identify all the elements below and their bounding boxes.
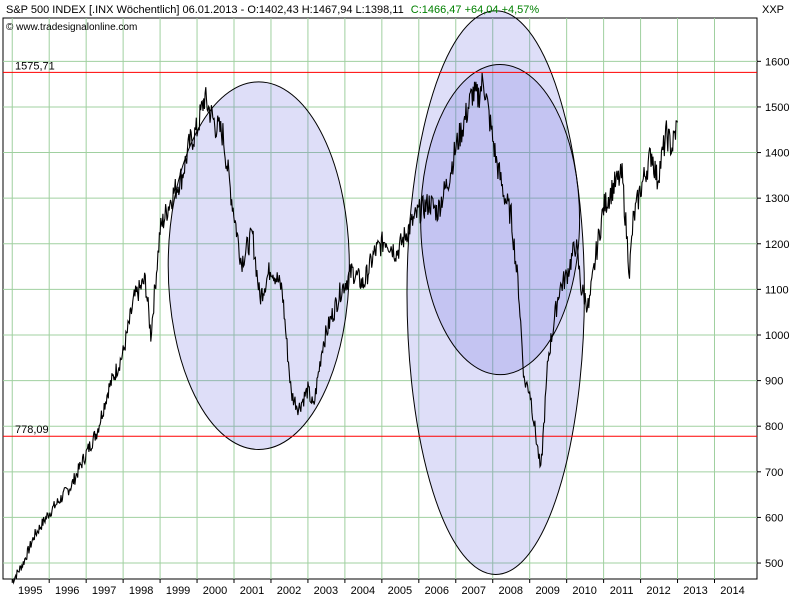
y-tick-label: 1500 <box>765 102 789 114</box>
symbol-label: XXP <box>762 4 784 16</box>
x-tick-label: 2006 <box>425 585 449 597</box>
highlight-ellipse-2 <box>406 10 585 575</box>
x-tick-label: 2003 <box>314 585 338 597</box>
x-tick-label: 2013 <box>683 585 707 597</box>
x-tick-label: 1998 <box>129 585 153 597</box>
x-tick-label: 1996 <box>55 585 79 597</box>
x-tick-label: 2009 <box>535 585 559 597</box>
x-tick-label: 2008 <box>498 585 522 597</box>
chart-header: S&P 500 INDEX [.INX Wöchentlich] 06.01.2… <box>6 4 539 16</box>
level-label-2: 778,09 <box>15 424 49 436</box>
x-tick-label: 2014 <box>720 585 744 597</box>
x-tick-label: 2004 <box>351 585 375 597</box>
y-tick-label: 600 <box>765 512 783 524</box>
y-tick-label: 500 <box>765 558 783 570</box>
source-label: © www.tradesignalonline.com <box>6 22 137 33</box>
highlight-ellipse-3 <box>420 64 581 376</box>
x-tick-label: 1997 <box>92 585 116 597</box>
y-tick-label: 1100 <box>765 284 789 296</box>
price-line-series <box>11 72 678 585</box>
x-tick-label: 2010 <box>572 585 596 597</box>
price-layer <box>11 72 678 585</box>
plot-area <box>2 17 758 580</box>
x-tick-label: 2007 <box>462 585 486 597</box>
x-tick-label: 2011 <box>610 585 634 597</box>
header-prefix: S&P 500 INDEX [.INX Wöchentlich] 06.01.2… <box>6 4 404 16</box>
grid-layer <box>3 18 757 579</box>
x-tick-label: 2005 <box>388 585 412 597</box>
x-tick-label: 2000 <box>203 585 227 597</box>
header-close-info: C:1466,47 +64,04 +4,57% <box>411 4 540 16</box>
y-tick-label: 1000 <box>765 330 789 342</box>
y-tick-layer: 500 600 700 800 900 1000 1100 1200 1300 1400 1500 1… <box>757 56 789 570</box>
x-tick-label: 2002 <box>277 585 301 597</box>
level-layer: 1575,71 778,09 <box>3 60 757 437</box>
x-tick-label: 2012 <box>646 585 670 597</box>
y-tick-label: 700 <box>765 467 783 479</box>
y-tick-label: 900 <box>765 376 783 388</box>
level-label-1: 1575,71 <box>15 60 55 72</box>
x-tick-layer: 1995 1996 1997 1998 1999 2000 2001 2002 2003 2004… <box>11 579 745 597</box>
x-tick-label: 2001 <box>240 585 264 597</box>
x-tick-label: 1999 <box>166 585 190 597</box>
y-tick-label: 1300 <box>765 193 789 205</box>
y-tick-label: 800 <box>765 421 783 433</box>
y-tick-label: 1600 <box>765 56 789 68</box>
highlight-ellipse-1 <box>167 81 350 450</box>
y-tick-label: 1400 <box>765 148 789 160</box>
x-tick-label: 1995 <box>18 585 42 597</box>
y-tick-label: 1200 <box>765 239 789 251</box>
